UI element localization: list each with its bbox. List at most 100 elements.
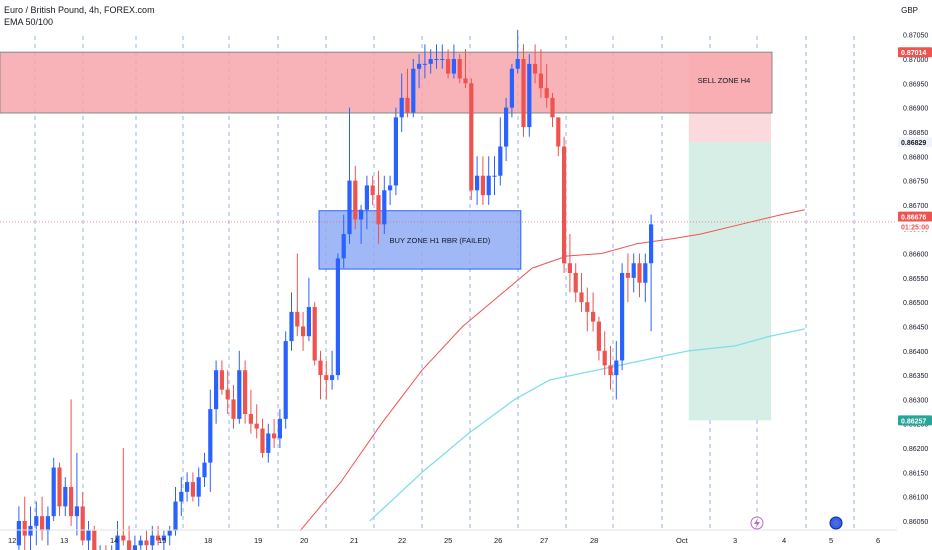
candle-body [324, 375, 329, 380]
y-tick-label: 0.86400 [903, 349, 928, 356]
x-tick-label: 28 [590, 536, 598, 545]
candle-body [80, 506, 85, 541]
y-tick-label: 0.86900 [903, 106, 928, 113]
price-badge [898, 211, 932, 222]
candle-body [127, 540, 132, 550]
x-tick-label: 4 [782, 536, 786, 545]
economic-event-icon-inner [833, 520, 839, 526]
candle-body [585, 302, 590, 312]
candle-body [533, 63, 538, 74]
candle-body [254, 423, 259, 429]
price-badge [898, 415, 932, 426]
candle-body [591, 311, 596, 322]
candle-body [231, 399, 236, 419]
candle-body [92, 530, 97, 550]
candle-body [121, 535, 126, 541]
candle-body [440, 59, 445, 60]
candles-group [16, 29, 654, 550]
candle-body [382, 190, 387, 225]
candle-body [544, 88, 549, 98]
candle-body [631, 263, 636, 278]
candle-body [51, 467, 56, 517]
candle-body [341, 234, 346, 259]
candle-body [318, 360, 323, 376]
candle-body [567, 263, 572, 273]
candle-body [132, 545, 137, 550]
candle-body [283, 341, 288, 419]
x-tick-label: Oct [676, 536, 689, 545]
candle-body [527, 63, 532, 128]
candle-body [405, 97, 410, 113]
y-tick-label: 0.86600 [903, 252, 928, 259]
candle-body [277, 418, 282, 439]
candle-body [649, 224, 654, 264]
y-tick-label: 0.86500 [903, 300, 928, 307]
candle-body [359, 209, 364, 220]
x-tick-label: 26 [494, 536, 502, 545]
take-profit-zone [688, 142, 771, 421]
y-tick-label: 0.86950 [903, 81, 928, 88]
candle-body [573, 272, 578, 293]
ema-50-line [299, 209, 805, 532]
price-badge-label: 0.86676 [901, 215, 926, 222]
candle-body [150, 535, 155, 546]
candle-body [63, 486, 68, 507]
indicator-legend[interactable]: EMA 50/100 [4, 17, 54, 27]
candle-body [34, 516, 39, 526]
candle-body [428, 59, 433, 64]
candle-body [248, 414, 253, 424]
y-tick-label: 0.86100 [903, 495, 928, 502]
candle-body [620, 272, 625, 361]
lightning-bolt-icon [754, 518, 760, 529]
candle-body [469, 83, 474, 191]
candle-body [475, 175, 480, 191]
candle-body [167, 530, 172, 536]
candle-body [492, 175, 497, 177]
y-tick-label: 0.87050 [903, 33, 928, 40]
candle-body [266, 433, 271, 453]
candle-body [57, 467, 62, 507]
y-tick-label: 0.86750 [903, 179, 928, 186]
candle-body [237, 370, 242, 419]
candle-body [643, 263, 648, 283]
candle-body [179, 491, 184, 502]
candle-body [498, 146, 503, 176]
candle-body [411, 68, 416, 113]
candle-body [608, 365, 613, 376]
candle-body [422, 63, 427, 65]
x-tick-label: 14 [110, 536, 118, 545]
candle-body [196, 477, 201, 497]
candle-body [272, 433, 277, 439]
price-badge [898, 137, 932, 148]
candle-body [399, 97, 404, 118]
y-tick-label: 0.86850 [903, 130, 928, 137]
candle-body [579, 292, 584, 303]
candle-body [364, 185, 369, 210]
candle-body [115, 535, 120, 550]
y-tick-label: 0.87000 [903, 57, 928, 64]
y-tick-label: 0.86550 [903, 276, 928, 283]
y-tick-label: 0.86350 [903, 373, 928, 380]
x-tick-label: 22 [398, 536, 406, 545]
candle-body [16, 521, 21, 546]
price-badge-label: 0.86829 [901, 140, 926, 147]
ema-100-line [369, 328, 805, 522]
currency-label: GBP [901, 6, 918, 15]
buy-zone-label: BUY ZONE H1 RBR (FAILED) [390, 236, 491, 245]
sell-zone [0, 51, 773, 114]
y-tick-label: 0.86150 [903, 470, 928, 477]
candle-body [509, 68, 514, 108]
y-tick-label: 0.86300 [903, 397, 928, 404]
candle-body [28, 525, 33, 536]
candle-body [173, 501, 178, 531]
candle-body [434, 59, 439, 60]
x-tick-label: 21 [350, 536, 358, 545]
candle-body [260, 428, 265, 453]
y-tick-label: 0.86800 [903, 154, 928, 161]
y-tick-label: 0.86450 [903, 324, 928, 331]
candle-body [625, 272, 630, 278]
candle-body [562, 146, 567, 264]
chart-title: Euro / British Pound, 4h, FOREX.com [4, 5, 155, 15]
